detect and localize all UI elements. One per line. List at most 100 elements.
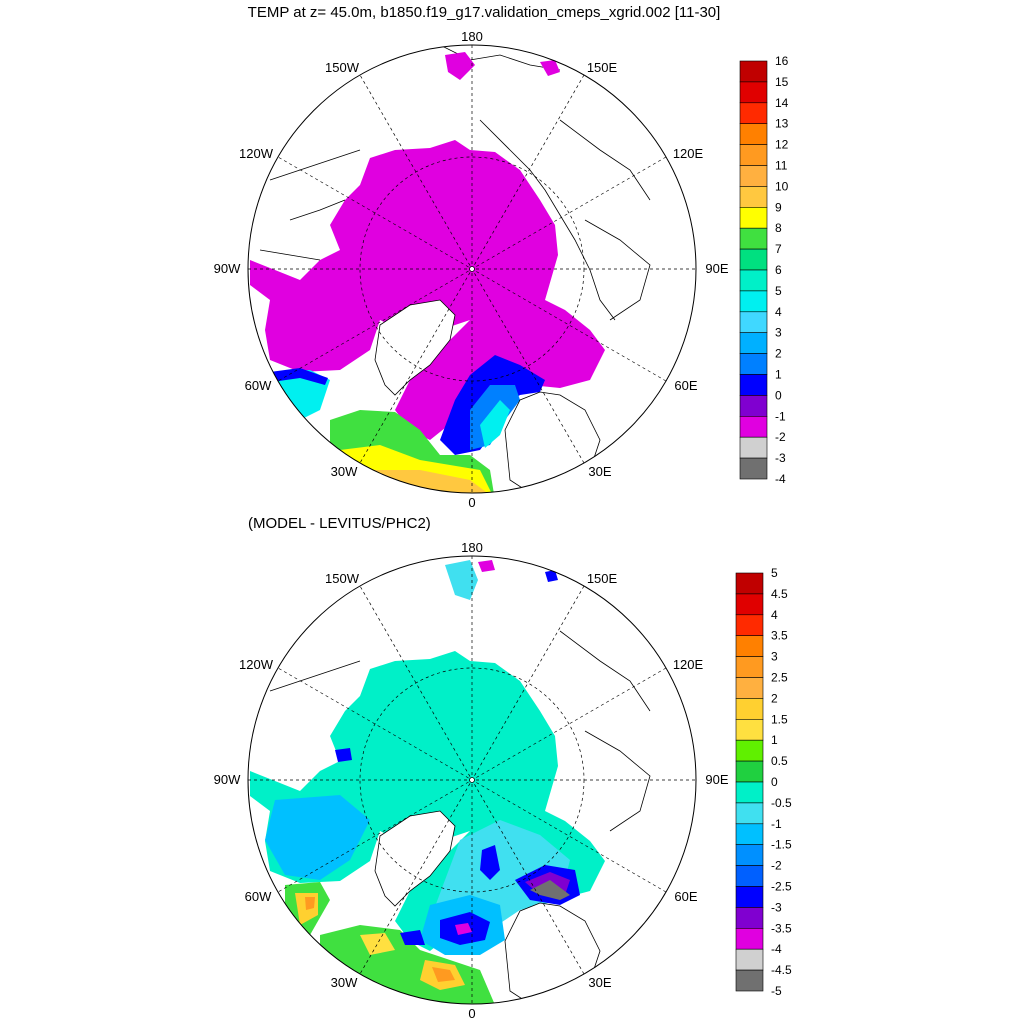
lon-label-0: 0 [468,1006,475,1021]
colorbar-swatch [739,290,768,313]
colorbar-label: 4 [775,305,782,319]
colorbar-swatch [739,374,768,396]
colorbar-swatch [735,969,764,992]
lon-label-30e: 30E [588,975,611,990]
colorbar-swatch [735,948,764,971]
greenland-land [374,299,456,396]
colorbar-label: 1.5 [771,712,788,726]
colorbar-label: 1 [775,368,782,382]
colorbar-swatch [735,739,764,762]
colorbar-label: 2.5 [771,671,788,685]
colorbar-label: 4 [771,608,778,622]
colorbar-swatch [735,614,764,636]
lon-label-120e: 120E [673,146,704,161]
map-temperature: 180 150E 120E 90E 60E 30E 0 30W 60W 90W … [214,29,729,510]
colorbar-label: 11 [775,159,788,173]
colorbar-swatch [739,81,768,104]
lon-label-30w: 30W [331,975,358,990]
colorbar-swatch [735,677,764,699]
colorbar-label: 6 [775,263,782,277]
colorbar-swatch [735,656,764,678]
lon-label-60w: 60W [245,378,272,393]
colorbar-label: 0 [775,388,782,402]
lon-label-90w: 90W [214,772,241,787]
colorbar-swatch [735,572,764,595]
colorbar-label: 2 [775,347,782,361]
colorbar-swatch [739,227,768,250]
colorbar-label: 4.5 [771,587,788,601]
colorbar-label: 7 [775,242,782,256]
colorbar-swatch [735,698,764,720]
colorbar-label: 5 [771,566,778,580]
colorbar-swatch [735,593,764,616]
lon-label-150w: 150W [325,571,360,586]
colorbar-swatch [735,907,764,929]
colorbar-swatch [735,802,764,825]
lon-label-150e: 150E [587,60,618,75]
colorbar-label: 10 [775,179,789,193]
colorbar-swatch [739,123,768,145]
colorbar-swatch [739,415,768,438]
colorbar-label: 2 [771,691,778,705]
colorbar-label: -1 [775,409,786,423]
map-difference: 180 150E 120E 90E 60E 30E 0 30W 60W 90W … [214,540,729,1021]
colorbar-label: 12 [775,138,789,152]
colorbar-swatch [735,718,764,741]
lon-label-60w: 60W [245,889,272,904]
colorbar-label: 8 [775,221,782,235]
colorbar-swatch [739,332,768,354]
colorbar-label: -1 [771,817,782,831]
colorbar-label: 16 [775,54,789,68]
colorbar-label: -2 [771,859,782,873]
colorbar-swatch [739,436,768,459]
colorbar-label: 13 [775,117,789,131]
colorbar-label: 3 [775,326,782,340]
colorbar-swatch [739,186,768,208]
colorbar-swatch [739,207,768,229]
colorbar-label: -3.5 [771,921,792,935]
colorbar-label: -4.5 [771,963,792,977]
lon-label-150e: 150E [587,571,618,586]
colorbar-swatch [735,844,764,866]
figure-title: TEMP at z= 45.0m, b1850.f19_g17.validati… [248,4,721,21]
colorbar-label: -3 [775,451,786,465]
colorbar-label: -4 [771,942,782,956]
colorbar-label: -5 [771,984,782,998]
colorbar-label: -0.5 [771,796,792,810]
colorbar-swatch [735,886,764,908]
colorbar-swatch [735,760,764,783]
colorbar-swatch [739,395,768,417]
difference-subtitle: (MODEL - LEVITUS/PHC2) [248,515,431,532]
lon-label-150w: 150W [325,60,360,75]
colorbar-swatch [739,60,768,83]
lon-label-60e: 60E [674,889,697,904]
lon-label-60e: 60E [674,378,697,393]
colorbar-swatch [739,311,768,333]
colorbar-swatch [739,165,768,187]
colorbar-swatch [735,635,764,657]
colorbar-difference: 5 4.5 4 3.5 3 2.5 2 1.5 1 0.5 0 -0.5 -1 -1.5 -2 -2.5 -3 -… [735,566,792,998]
colorbar-label: 14 [775,96,789,110]
colorbar-label: 3.5 [771,629,788,643]
colorbar-label: 0 [771,775,778,789]
colorbar-swatch [739,248,768,271]
colorbar-swatch [735,823,764,845]
colorbar-label: 15 [775,75,789,89]
colorbar-swatch [739,353,768,375]
colorbar-label: -2 [775,430,786,444]
lon-label-120w: 120W [239,657,274,672]
colorbar-label: -1.5 [771,838,792,852]
lon-label-180: 180 [461,540,483,555]
lon-label-90w: 90W [214,261,241,276]
colorbar-swatch [735,781,764,804]
colorbar-label: 1 [771,733,778,747]
lon-label-90e: 90E [705,772,728,787]
colorbar-swatch [735,927,764,950]
colorbar-label: 0.5 [771,754,788,768]
colorbar-label: 3 [771,650,778,664]
lon-label-180: 180 [461,29,483,44]
lon-label-120e: 120E [673,657,704,672]
colorbar-swatch [739,102,768,125]
colorbar-swatch [739,457,768,480]
